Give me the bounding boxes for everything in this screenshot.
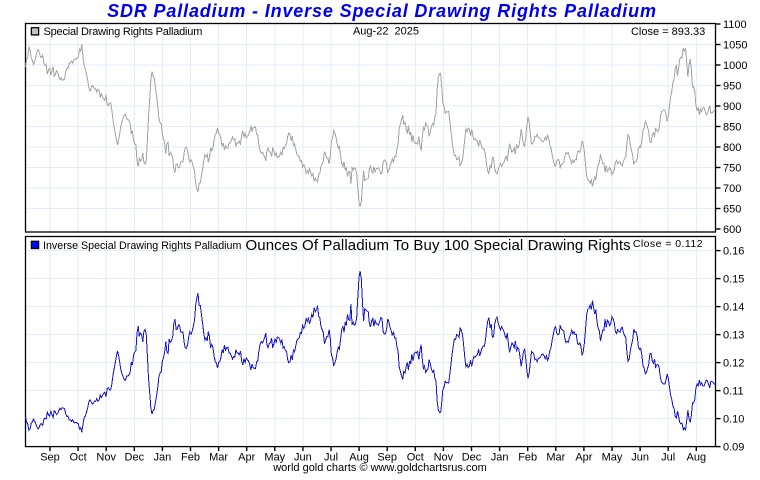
svg-text:Mar: Mar	[546, 452, 565, 464]
svg-text:750: 750	[723, 163, 741, 175]
svg-text:0.11: 0.11	[723, 386, 744, 398]
svg-text:Nov: Nov	[434, 452, 454, 464]
svg-text:0.16: 0.16	[723, 246, 744, 258]
svg-text:650: 650	[723, 204, 741, 216]
svg-text:Jan: Jan	[491, 452, 509, 464]
svg-text:950: 950	[723, 81, 741, 93]
svg-text:800: 800	[723, 142, 741, 154]
svg-text:Dec: Dec	[462, 452, 482, 464]
svg-text:0.10: 0.10	[723, 414, 744, 426]
svg-text:0.14: 0.14	[723, 302, 744, 314]
svg-text:Feb: Feb	[181, 452, 200, 464]
svg-text:Jun: Jun	[294, 452, 312, 464]
svg-text:Dec: Dec	[125, 452, 145, 464]
svg-text:Ounces Of Palladium To Buy 100: Ounces Of Palladium To Buy 100 Special D…	[246, 237, 631, 254]
svg-text:900: 900	[723, 101, 741, 113]
svg-text:600: 600	[723, 224, 741, 236]
svg-text:world gold charts © www.goldch: world gold charts © www.goldchartsrus.co…	[272, 462, 487, 474]
svg-text:Oct: Oct	[407, 452, 424, 464]
svg-text:Aug: Aug	[349, 452, 369, 464]
svg-text:Apr: Apr	[575, 452, 592, 464]
svg-text:Apr: Apr	[238, 452, 255, 464]
svg-text:0.15: 0.15	[723, 274, 744, 286]
svg-text:Jul: Jul	[324, 452, 338, 464]
svg-text:0.13: 0.13	[723, 330, 744, 342]
svg-text:Sep: Sep	[40, 452, 60, 464]
svg-text:1000: 1000	[723, 60, 747, 72]
svg-text:850: 850	[723, 122, 741, 134]
svg-text:1100: 1100	[723, 19, 747, 31]
svg-text:Close = 0.112: Close = 0.112	[633, 238, 703, 250]
svg-text:1050: 1050	[723, 40, 747, 52]
svg-text:SDR Palladium - Inverse Specia: SDR Palladium - Inverse Special Drawing …	[107, 1, 657, 21]
svg-text:Aug: Aug	[687, 452, 707, 464]
svg-text:Jul: Jul	[661, 452, 675, 464]
svg-text:Special Drawing Rights Palladi: Special Drawing Rights Palladium	[44, 26, 203, 38]
svg-text:May: May	[602, 452, 623, 464]
svg-text:Oct: Oct	[70, 452, 87, 464]
svg-text:Sep: Sep	[377, 452, 397, 464]
svg-text:Mar: Mar	[209, 452, 228, 464]
svg-text:Aug-22 2025: Aug-22 2025	[353, 26, 419, 38]
svg-text:Jun: Jun	[631, 452, 649, 464]
svg-text:Close = 893.33: Close = 893.33	[631, 26, 705, 38]
svg-text:May: May	[264, 452, 285, 464]
svg-text:700: 700	[723, 183, 741, 195]
svg-text:0.12: 0.12	[723, 358, 744, 370]
svg-text:Nov: Nov	[96, 452, 116, 464]
svg-text:Inverse Special Drawing Rights: Inverse Special Drawing Rights Palladium	[43, 240, 241, 252]
svg-text:Jan: Jan	[154, 452, 172, 464]
svg-text:Feb: Feb	[518, 452, 537, 464]
svg-text:0.09: 0.09	[723, 442, 744, 454]
